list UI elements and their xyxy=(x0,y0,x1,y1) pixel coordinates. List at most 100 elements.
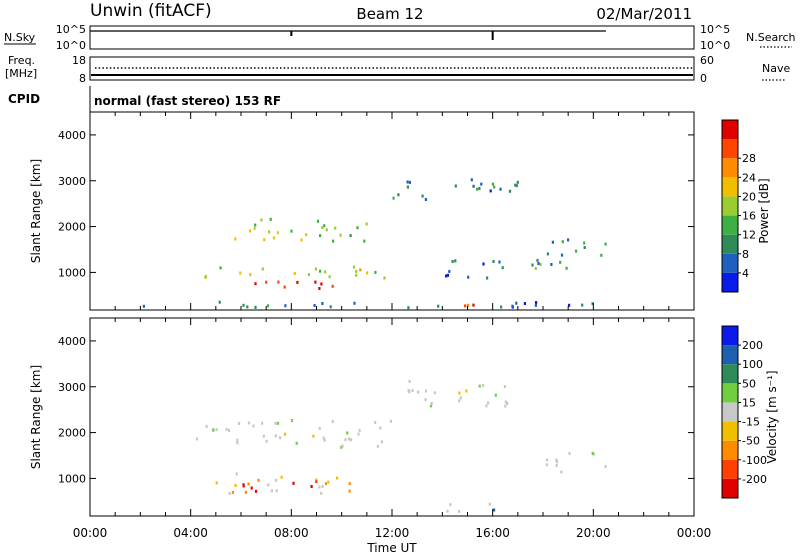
noise-right-tick-top: 10^5 xyxy=(700,23,730,36)
heatmap-cell xyxy=(545,458,549,462)
heatmap-cell xyxy=(430,402,433,405)
heatmap-cell xyxy=(283,285,286,289)
heatmap-cell xyxy=(536,258,539,262)
heatmap-cell xyxy=(318,426,321,430)
heatmap-cell xyxy=(268,230,271,234)
heatmap-cell xyxy=(315,480,318,484)
colorbar-segment xyxy=(722,158,738,178)
freq-right-tick-bottom: 0 xyxy=(700,72,707,85)
heatmap-cell xyxy=(310,485,313,488)
heatmap-cell xyxy=(424,389,428,393)
heatmap-cell xyxy=(261,267,264,271)
colorbar-segment xyxy=(722,139,738,159)
heatmap-cell xyxy=(449,503,452,507)
power-y-axis: 1000 2000 3000 4000 xyxy=(58,129,694,279)
heatmap-cell xyxy=(254,282,257,286)
heatmap-cell xyxy=(406,180,409,184)
heatmap-cell xyxy=(319,234,322,238)
heatmap-cell xyxy=(489,189,492,193)
heatmap-cell xyxy=(560,470,563,474)
heatmap-cell xyxy=(493,185,496,189)
heatmap-cell xyxy=(491,182,494,186)
power-ylabel: Slant Range [km] xyxy=(29,159,43,263)
freq-left-tick-bottom: 8 xyxy=(79,72,86,85)
heatmap-cell xyxy=(242,303,245,307)
heatmap-cell xyxy=(272,236,276,240)
heatmap-cell xyxy=(195,437,199,441)
n-sky-label: N.Sky xyxy=(4,31,36,44)
heatmap-cell xyxy=(265,439,268,443)
heatmap-cell xyxy=(300,238,303,242)
heatmap-cell xyxy=(323,224,326,228)
heatmap-cell xyxy=(559,260,562,264)
heatmap-cell xyxy=(331,420,334,424)
heatmap-cell xyxy=(494,393,497,397)
heatmap-cell xyxy=(260,218,263,222)
heatmap-cell xyxy=(252,424,255,428)
heatmap-cell xyxy=(560,253,564,257)
heatmap-cell xyxy=(417,390,420,394)
heatmap-cell xyxy=(493,508,496,512)
heatmap-cell xyxy=(482,262,485,266)
x-tick-label: 04:00 xyxy=(173,526,208,540)
x-axis-label: Time UT xyxy=(366,541,417,554)
colorbar-tick-label: 200 xyxy=(742,339,763,352)
heatmap-cell xyxy=(234,484,237,487)
heatmap-cell xyxy=(485,404,488,408)
heatmap-cell xyxy=(478,384,481,388)
heatmap-cell xyxy=(312,434,315,438)
heatmap-cell xyxy=(218,300,221,304)
heatmap-cell xyxy=(274,421,277,425)
heatmap-cell xyxy=(262,434,265,438)
velocity-panel: 1000 2000 3000 4000 Slant Range [km] 200 100… xyxy=(29,317,779,517)
heatmap-cell xyxy=(424,398,427,402)
heatmap-cell xyxy=(276,421,280,425)
heatmap-cell xyxy=(448,269,451,273)
time-axis-labels: 00:00 04:00 08:00 12:00 16:00 20:00 00:00 xyxy=(73,526,712,540)
heatmap-cell xyxy=(279,436,282,440)
colorbar-tick-label: 4 xyxy=(742,267,749,280)
frequency-panel: Freq. [MHz] 18 8 60 0 Nave xyxy=(5,54,790,85)
heatmap-cell xyxy=(204,275,207,279)
heatmap-cell xyxy=(508,189,512,193)
heatmap-cell xyxy=(280,475,283,479)
heatmap-cell xyxy=(305,233,308,237)
x-tick-label: 08:00 xyxy=(274,526,309,540)
heatmap-cell xyxy=(349,234,352,238)
noise-left-tick-top: 10^5 xyxy=(56,23,86,36)
heatmap-cell xyxy=(352,265,356,269)
colorbar-tick-label: 15 xyxy=(742,396,756,409)
heatmap-cell xyxy=(239,271,242,275)
cpid-panel: CPID normal (fast stereo) 153 RF xyxy=(8,86,281,112)
heatmap-cell xyxy=(244,490,247,494)
heatmap-cell xyxy=(421,194,424,198)
colorbar-segment xyxy=(722,459,738,479)
heatmap-cell xyxy=(340,445,343,449)
heatmap-cell xyxy=(355,269,358,273)
heatmap-cell xyxy=(424,198,427,201)
heatmap-cell xyxy=(389,419,392,423)
heatmap-cell xyxy=(546,252,549,256)
heatmap-cell xyxy=(142,304,145,308)
heatmap-cell xyxy=(516,180,519,184)
colorbar-tick-label: 12 xyxy=(742,229,756,242)
heatmap-cell xyxy=(327,480,330,484)
colorbar-segment xyxy=(722,120,738,140)
colorbar-segment xyxy=(722,196,738,216)
heatmap-cell xyxy=(433,391,436,395)
x-tick-label: 12:00 xyxy=(375,526,410,540)
heatmap-cell xyxy=(592,452,595,456)
heatmap-cell xyxy=(591,451,594,455)
heatmap-cell xyxy=(514,183,517,187)
heatmap-cell xyxy=(604,242,607,246)
heatmap-cell xyxy=(487,401,490,405)
heatmap-cell xyxy=(515,184,518,188)
heatmap-cell xyxy=(604,464,607,468)
heatmap-cell xyxy=(231,490,234,494)
heatmap-cell xyxy=(249,273,252,277)
heatmap-cell xyxy=(406,185,409,189)
noise-left-tick-bottom: 10^0 xyxy=(56,39,86,52)
y-tick-label: 4000 xyxy=(58,335,86,348)
heatmap-cell xyxy=(215,428,218,432)
heatmap-cell xyxy=(348,482,351,486)
